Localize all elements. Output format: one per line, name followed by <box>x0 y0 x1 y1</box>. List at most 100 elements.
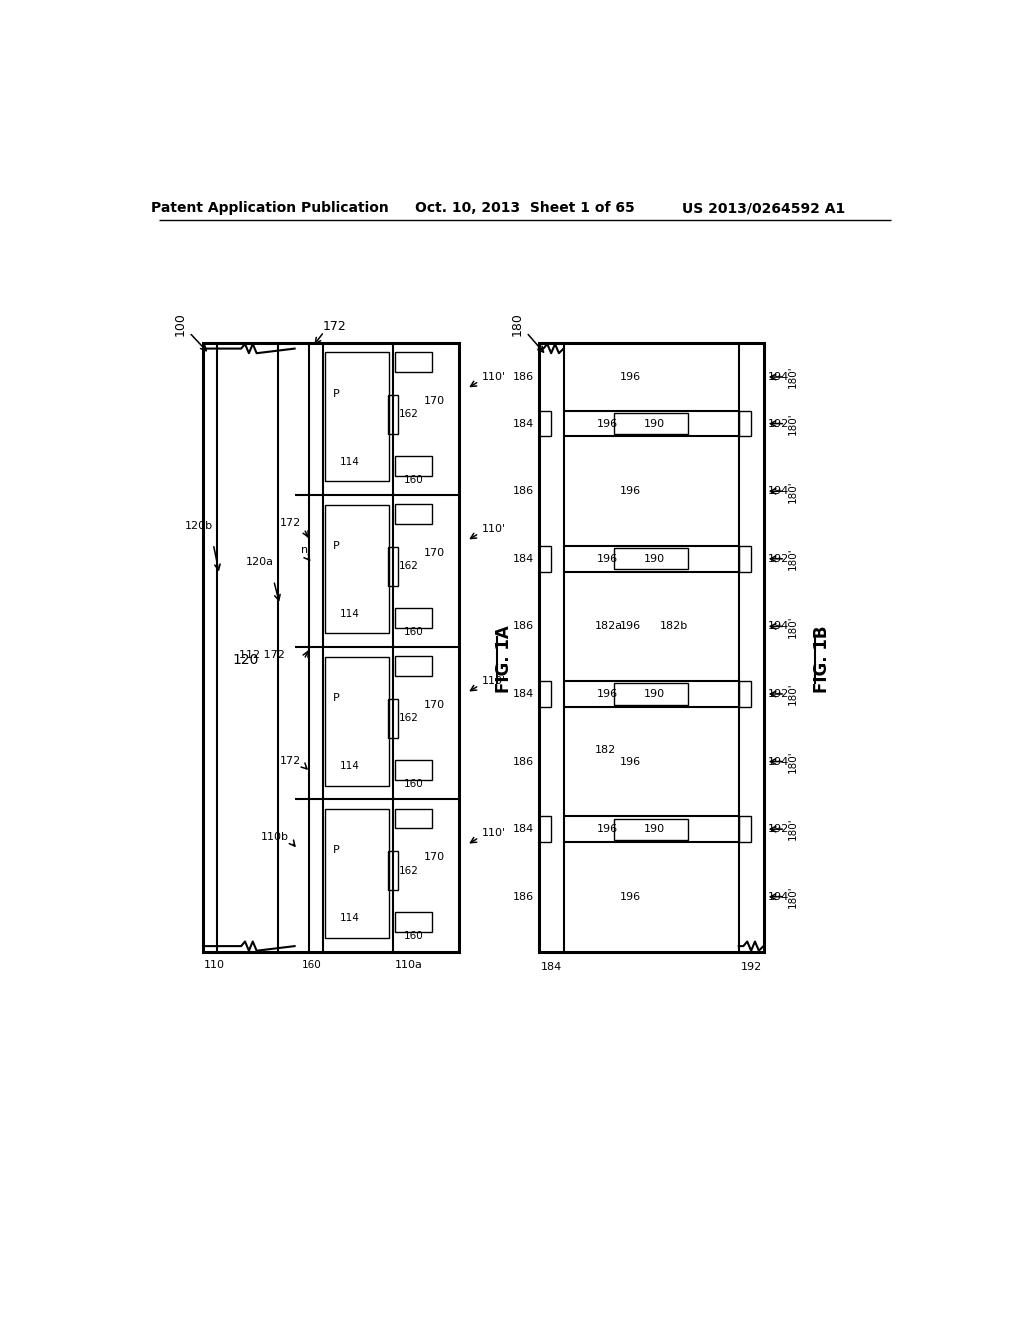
Bar <box>395 607 431 627</box>
Text: 186: 186 <box>513 622 535 631</box>
Text: 186: 186 <box>513 486 535 496</box>
Text: 192: 192 <box>768 689 790 700</box>
Bar <box>395 504 431 524</box>
Text: 170: 170 <box>423 700 444 710</box>
Bar <box>395 656 431 676</box>
Text: 196: 196 <box>620 892 641 902</box>
Text: 100: 100 <box>173 312 186 335</box>
Text: 186: 186 <box>513 756 535 767</box>
Bar <box>395 352 431 372</box>
Text: 186: 186 <box>513 372 535 381</box>
Text: 110: 110 <box>204 961 224 970</box>
Text: 184: 184 <box>513 689 535 700</box>
Text: 180': 180' <box>787 682 798 705</box>
Text: 160: 160 <box>403 779 423 789</box>
Bar <box>614 818 688 840</box>
Bar <box>388 851 397 890</box>
Text: P: P <box>333 845 339 855</box>
Text: 180': 180' <box>787 886 798 908</box>
Text: 194: 194 <box>768 372 790 381</box>
Text: 110': 110' <box>482 828 506 838</box>
Bar <box>614 684 688 705</box>
Bar <box>539 411 551 437</box>
Text: 194: 194 <box>768 622 790 631</box>
Text: 196: 196 <box>620 756 641 767</box>
Text: 170: 170 <box>423 396 444 407</box>
Text: 114: 114 <box>339 457 359 467</box>
Text: 192: 192 <box>740 962 762 972</box>
Text: 112 172: 112 172 <box>240 649 286 660</box>
Text: 194: 194 <box>768 892 790 902</box>
Text: 120: 120 <box>232 652 258 667</box>
Text: 172: 172 <box>323 319 347 333</box>
Text: 182a: 182a <box>595 622 624 631</box>
Bar <box>395 912 431 932</box>
Text: 180': 180' <box>787 480 798 503</box>
Text: P: P <box>333 388 339 399</box>
Text: 170: 170 <box>423 853 444 862</box>
Bar <box>614 548 688 569</box>
Bar <box>325 352 389 482</box>
Text: 120a: 120a <box>246 557 273 568</box>
Bar <box>395 760 431 780</box>
Text: 180': 180' <box>787 818 798 841</box>
Text: 180': 180' <box>787 412 798 436</box>
Bar <box>738 816 751 842</box>
Text: 160: 160 <box>403 627 423 638</box>
Text: US 2013/0264592 A1: US 2013/0264592 A1 <box>682 202 845 215</box>
Text: 196: 196 <box>620 486 641 496</box>
Bar <box>203 343 459 952</box>
Text: 180: 180 <box>511 312 523 335</box>
Bar <box>738 546 751 572</box>
Text: 190: 190 <box>644 689 666 700</box>
Text: 184: 184 <box>541 962 562 972</box>
Text: 196: 196 <box>597 824 617 834</box>
Text: 190: 190 <box>644 554 666 564</box>
Text: 196: 196 <box>597 418 617 429</box>
Text: 172: 172 <box>280 756 301 767</box>
Text: 110': 110' <box>482 372 506 381</box>
Text: 190: 190 <box>644 824 666 834</box>
Text: 170: 170 <box>423 548 444 558</box>
Text: FIG. 1A: FIG. 1A <box>495 626 513 693</box>
Bar <box>388 395 397 434</box>
Bar <box>738 411 751 437</box>
Text: 184: 184 <box>513 418 535 429</box>
Text: 162: 162 <box>399 409 419 420</box>
Text: 110': 110' <box>482 524 506 533</box>
Text: 162: 162 <box>399 714 419 723</box>
Text: 194: 194 <box>768 756 790 767</box>
Bar <box>388 700 397 738</box>
Text: 192: 192 <box>768 418 790 429</box>
Text: 192: 192 <box>768 824 790 834</box>
Text: 196: 196 <box>597 689 617 700</box>
Bar <box>738 681 751 706</box>
Bar <box>395 455 431 475</box>
Text: 110': 110' <box>482 676 506 686</box>
Bar <box>539 681 551 706</box>
Text: 180': 180' <box>787 615 798 638</box>
Text: 192: 192 <box>768 554 790 564</box>
Text: 172: 172 <box>280 517 301 528</box>
Bar <box>325 504 389 634</box>
Text: Oct. 10, 2013  Sheet 1 of 65: Oct. 10, 2013 Sheet 1 of 65 <box>415 202 635 215</box>
Text: FIG. 1B: FIG. 1B <box>813 626 830 693</box>
Text: 196: 196 <box>620 372 641 381</box>
Text: 184: 184 <box>513 554 535 564</box>
Text: 160: 160 <box>302 961 322 970</box>
Text: 110b: 110b <box>260 833 289 842</box>
Text: 162: 162 <box>399 561 419 572</box>
Text: 180': 180' <box>787 366 798 388</box>
Text: 120b: 120b <box>185 520 213 531</box>
Bar <box>539 816 551 842</box>
Text: 180': 180' <box>787 750 798 774</box>
Text: 160: 160 <box>403 475 423 486</box>
Text: 110a: 110a <box>394 961 423 970</box>
Text: P: P <box>333 541 339 550</box>
Text: 162: 162 <box>399 866 419 875</box>
Text: 186: 186 <box>513 892 535 902</box>
Text: 184: 184 <box>513 824 535 834</box>
Text: 182b: 182b <box>659 622 688 631</box>
Bar <box>614 413 688 434</box>
Text: n: n <box>301 545 308 554</box>
